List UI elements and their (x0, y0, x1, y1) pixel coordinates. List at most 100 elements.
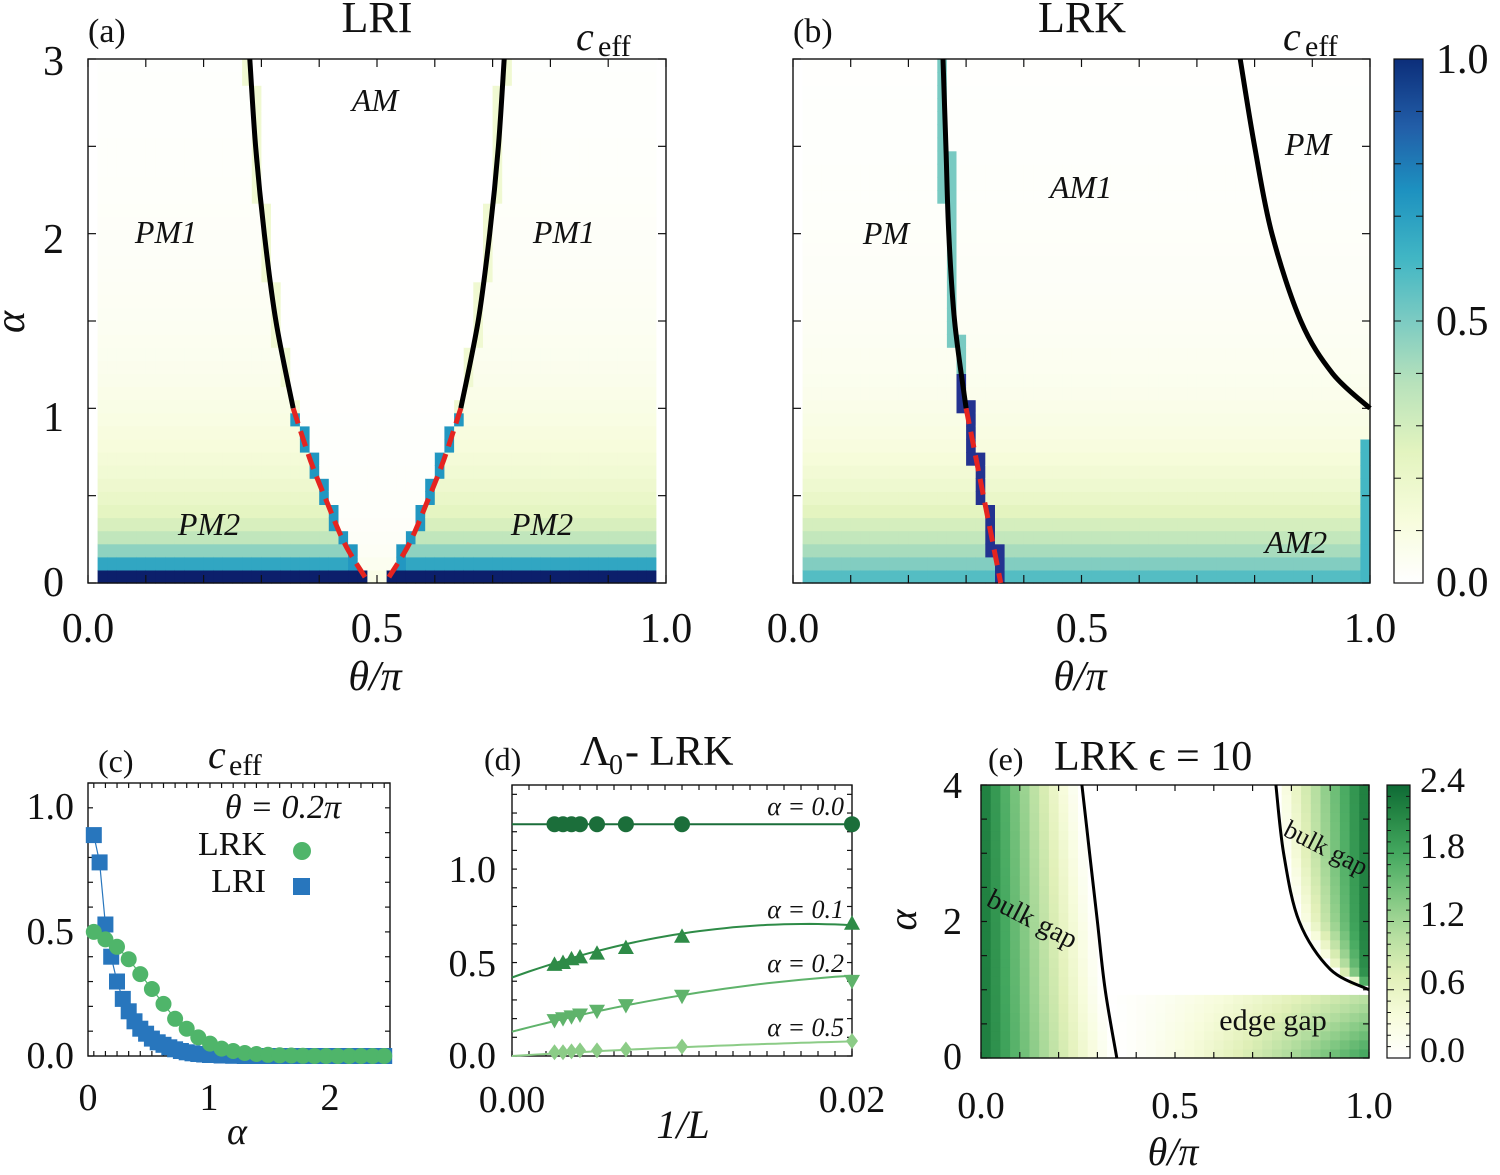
heatmap-b-cell (1245, 556, 1256, 571)
heatmap-a-cell (194, 334, 205, 348)
heatmap-b-cell (889, 425, 900, 440)
heatmap-a-cell (88, 190, 99, 204)
heatmap-b-cell (1100, 425, 1111, 440)
heatmap-a-cell (511, 452, 523, 466)
heatmap-b-cell (985, 556, 996, 571)
heatmap-a-cell (540, 307, 551, 322)
heatmap-a-cell (338, 399, 349, 414)
heatmap-a-cell (454, 163, 465, 178)
heatmap-a-cell (213, 229, 224, 243)
heatmap-b-cell (802, 321, 813, 335)
heatmap-a-cell (627, 255, 638, 270)
heatmap-b-cell (850, 294, 861, 309)
heatmap-b-cell (1254, 438, 1265, 453)
heatmap-b-cell (1091, 517, 1102, 532)
heatmap-a-cell (627, 334, 638, 348)
heatmap-a-cell (540, 504, 551, 519)
heatmap-a-cell (88, 399, 99, 414)
heatmap-a-cell (338, 294, 349, 309)
heatmap-b-cell (1341, 386, 1352, 401)
heatmap-b-cell (1235, 229, 1246, 243)
heatmap-a-cell (531, 504, 542, 519)
heatmap-b-cell (1273, 399, 1284, 414)
heatmap-a-cell (338, 438, 349, 453)
heatmap-b-cell (879, 150, 890, 165)
heatmap-a-cell (386, 543, 397, 558)
heatmap-a-cell (502, 242, 513, 257)
heatmap-b-cell (889, 307, 900, 322)
heatmap-a-cell (165, 229, 176, 243)
heatmap-b-cell (879, 543, 890, 558)
heatmap-a-cell (213, 294, 224, 309)
heatmap-a-cell (222, 307, 234, 322)
heatmap-b-cell (841, 504, 852, 519)
heatmap-b-cell (1341, 321, 1352, 335)
heatmap-b-cell (985, 176, 996, 191)
heatmap-a-cell (251, 203, 262, 217)
heatmap-b-cell (1091, 543, 1102, 558)
heatmap-a-cell (405, 242, 417, 257)
heatmap-a-cell (116, 242, 128, 257)
heatmap-b-cell (1216, 150, 1227, 165)
heatmap-b-cell (831, 360, 842, 374)
heatmap-a-cell (483, 465, 494, 479)
heatmap-a-cell (367, 438, 378, 453)
heatmap-a-cell (444, 373, 455, 388)
heatmap-b-cell (1302, 543, 1313, 558)
heatmap-a-cell (328, 478, 339, 492)
heatmap-b-cell (927, 425, 938, 440)
heatmap-a-cell (319, 452, 330, 466)
heatmap-b-cell (985, 163, 996, 178)
heatmap-b-cell (869, 504, 881, 519)
heatmap-a-cell (550, 229, 561, 243)
heatmap-b-cell (869, 137, 881, 152)
heatmap-b-cell (1196, 373, 1208, 388)
heatmap-a-cell (473, 530, 484, 545)
heatmap-b-cell (918, 530, 929, 545)
heatmap-b-cell (1360, 216, 1371, 230)
heatmap-b-cell (793, 176, 804, 191)
heatmap-a-cell (280, 478, 291, 492)
heatmap-a-cell (531, 386, 542, 401)
heatmap-a-cell (415, 347, 426, 361)
heatmap-b-cell (1312, 307, 1323, 322)
heatmap-a-cell (184, 347, 195, 361)
heatmap-a-cell (396, 216, 407, 230)
heatmap-b-cell (1225, 360, 1236, 374)
heatmap-b-cell (1129, 347, 1140, 361)
heatmap-b-cell (1206, 399, 1217, 414)
heatmap-b-cell (1120, 543, 1131, 558)
heatmap-b-cell (1158, 124, 1169, 139)
heatmap-b-cell (1071, 255, 1083, 270)
heatmap-b-cell (1071, 111, 1083, 126)
panel-b-left-boundary-dashed (963, 407, 1004, 584)
heatmap-a-cell (97, 321, 108, 335)
heatmap-a-cell (367, 255, 378, 270)
heatmap-b-cell (1110, 569, 1121, 584)
heatmap-b-cell (1081, 98, 1092, 112)
heatmap-a-cell (213, 190, 224, 204)
heatmap-b-cell (1043, 321, 1054, 335)
heatmap-a-cell (588, 373, 600, 388)
heatmap-a-cell (396, 190, 407, 204)
heatmap-a-cell (116, 556, 128, 571)
heatmap-b-cell (918, 569, 929, 584)
heatmap-a-cell (511, 478, 523, 492)
heatmap-a-cell (338, 386, 349, 401)
heatmap-a-cell (521, 294, 532, 309)
heatmap-a-cell (444, 360, 455, 374)
heatmap-b-cell (1023, 294, 1034, 309)
heatmap-a-cell (174, 190, 185, 204)
region-pm1-left: PM1 (134, 214, 197, 250)
heatmap-b-cell (1014, 242, 1025, 257)
heatmap-a-cell (415, 556, 426, 571)
heatmap-a-cell (242, 176, 253, 191)
heatmap-a-cell (405, 190, 417, 204)
heatmap-b-cell (918, 438, 929, 453)
heatmap-a-cell (415, 111, 426, 126)
heatmap-b-cell (1023, 386, 1034, 401)
heatmap-a-cell (627, 137, 638, 152)
heatmap-b-cell (995, 530, 1006, 545)
heatmap-b-cell (1196, 190, 1208, 204)
heatmap-b-cell (1091, 111, 1102, 126)
